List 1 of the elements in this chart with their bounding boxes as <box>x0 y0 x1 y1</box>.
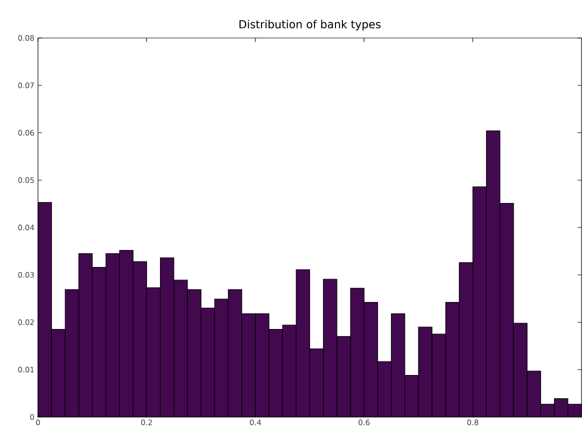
chart-title: Distribution of bank types <box>240 20 381 30</box>
